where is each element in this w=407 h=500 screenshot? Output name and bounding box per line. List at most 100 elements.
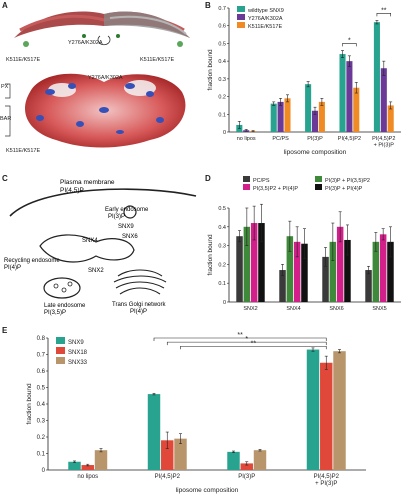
x-tick-label: SNX6 — [329, 306, 343, 312]
significance-marker: ** — [251, 340, 257, 347]
label-le-lipid: PI(3,5)P — [44, 310, 66, 316]
y-tick-label: 0.6 — [218, 24, 226, 30]
label-snx9: SNX9 — [118, 224, 134, 230]
y-tick-label: 0.1 — [218, 281, 226, 287]
label-pm-lipid: PI(4,5)P — [60, 187, 84, 194]
significance-marker: * — [348, 37, 351, 44]
y-axis-title: fraction bound — [26, 383, 33, 425]
bar-d-s2-c3 — [379, 234, 387, 302]
legend-swatch — [243, 184, 250, 190]
bar-d-s3-c3 — [387, 241, 394, 302]
y-tick-label: 0.2 — [218, 95, 226, 101]
y-tick-label: 0.7 — [37, 353, 46, 359]
y-tick-label: 0.3 — [218, 244, 226, 250]
label-tgn-lipid: PI(4)P — [130, 309, 147, 315]
y-tick-label: 0 — [223, 130, 226, 136]
significance-bracket — [342, 43, 357, 47]
legend-swatch — [56, 347, 65, 354]
bar-d-s0-c2 — [322, 256, 329, 302]
y-tick-label: 0.6 — [37, 369, 46, 375]
x-axis-title: liposome composition — [284, 149, 347, 156]
bar-b-s0-c4 — [373, 22, 380, 132]
y-tick-label: 0 — [223, 300, 226, 306]
x-tick-label: no lipos — [237, 136, 256, 142]
label-re-lipid: PI(4)P — [4, 265, 21, 271]
x-tick-label: PI(3)P — [238, 474, 255, 480]
y-tick-label: 0.5 — [218, 41, 226, 47]
y-tick-label: 0.4 — [37, 402, 46, 408]
bar-d-s1-c3 — [372, 241, 380, 302]
y-tick-label: 0.3 — [37, 419, 46, 425]
legend-swatch — [56, 357, 65, 364]
bar-d-s0-c1 — [279, 270, 286, 302]
y-tick-label: 0.1 — [218, 112, 226, 118]
legend-label: Y276A/K302A — [248, 16, 283, 22]
bar-d-s3-c2 — [344, 239, 351, 302]
x-tick-label: SNX4 — [286, 306, 300, 312]
panel-label-c: C — [2, 174, 8, 183]
legend-label: PI(3,5)P2 + PI(4)P — [253, 186, 298, 192]
bar-b-s2-c4 — [387, 105, 394, 132]
bar-b-s2-c1 — [284, 98, 291, 132]
bar-e-s1-c3 — [320, 362, 333, 470]
y-tick-label: 0.2 — [37, 435, 46, 441]
x-tick-label: SNX2 — [243, 306, 257, 312]
label-late-endosome: Late endosome — [44, 303, 86, 309]
panel-label-d: D — [205, 174, 211, 183]
bar-e-s0-c1 — [147, 394, 161, 470]
x-tick-label: PI(4,5)P2 — [338, 136, 361, 142]
legend-label: PC/PS — [253, 178, 270, 184]
ribbon-structure-image — [14, 11, 190, 47]
y-tick-label: 0.5 — [218, 206, 226, 212]
legend-swatch — [237, 14, 245, 20]
y-axis-title: fraction bound — [207, 49, 214, 91]
bar-e-s0-c3 — [306, 349, 320, 470]
y-tick-label: 0 — [42, 468, 46, 474]
label-k511e-surface: K511E/K517E — [6, 148, 40, 154]
label-snx2: SNX2 — [88, 268, 104, 274]
label-px: PX — [1, 84, 9, 90]
significance-bracket — [166, 341, 327, 346]
panel-label-a: A — [2, 1, 8, 10]
y-tick-label: 0.4 — [218, 59, 226, 65]
bar-e-s0-c0 — [68, 461, 81, 470]
chart-e: 0 0.1 0.2 0.3 0.4 0.5 0.6 0.7 0.8 fraction bound n… — [26, 332, 366, 494]
bar-e-s1-c0 — [81, 465, 94, 470]
bar-d-s0-c3 — [365, 270, 372, 302]
legend-label: wildtype SNX9 — [247, 8, 284, 14]
legend-label: K511E/K517E — [248, 24, 282, 30]
bar-d-s3-c0 — [258, 223, 265, 302]
legend-swatch — [315, 184, 322, 190]
bar-d-s2-c2 — [336, 226, 344, 302]
golgi-shape — [113, 269, 167, 295]
bar-d-s2-c1 — [293, 241, 301, 302]
legend-label: PI(3)P + PI(3,5)P2 — [325, 178, 370, 184]
chart-d: 0 0.1 0.2 0.3 0.4 0.5 fraction bound SNX2 SNX4 SN… — [207, 176, 401, 312]
chart-b: 0 0.1 0.2 0.3 0.4 0.5 0.6 0.7 fraction bound no l… — [207, 6, 401, 156]
x-tick-label: PC/PS — [272, 136, 289, 142]
legend-swatch — [237, 6, 245, 12]
label-plasma-membrane: Plasma membrane — [60, 179, 115, 186]
y-tick-label: 0.7 — [218, 6, 226, 12]
panel-a-structure: Y276A/K302A K511E/K517E K511E/K517E Y276… — [0, 11, 190, 154]
label-k511e-right: K511E/K517E — [140, 57, 174, 63]
bar-e-s2-c2 — [253, 450, 267, 470]
late-endosome-shape — [43, 277, 81, 299]
x-tick-label: PI(4,5)P2 + PI(3)P — [372, 136, 395, 149]
label-k511e-left: K511E/K517E — [6, 57, 40, 63]
y-tick-label: 0.8 — [37, 336, 46, 342]
x-tick-label: no lipos — [77, 474, 98, 480]
label-early-endosome: Early endosome — [105, 207, 149, 213]
x-tick-label: PI(3)P — [307, 136, 323, 142]
bar-b-s0-c1 — [270, 103, 277, 132]
y-axis-title: fraction bound — [207, 234, 214, 276]
panel-c-cell-diagram: Plasma membrane PI(4,5)P Early endosome … — [4, 179, 197, 316]
label-snx6: SNX6 — [122, 234, 138, 240]
bar-e-s0-c2 — [227, 451, 240, 470]
plasma-membrane-shape — [9, 188, 197, 217]
legend-label: SNX18 — [68, 350, 88, 356]
bar-d-s2-c0 — [250, 223, 258, 302]
y-tick-label: 0.4 — [218, 225, 226, 231]
bar-b-s1-c4 — [380, 68, 387, 132]
legend-swatch — [243, 176, 250, 182]
